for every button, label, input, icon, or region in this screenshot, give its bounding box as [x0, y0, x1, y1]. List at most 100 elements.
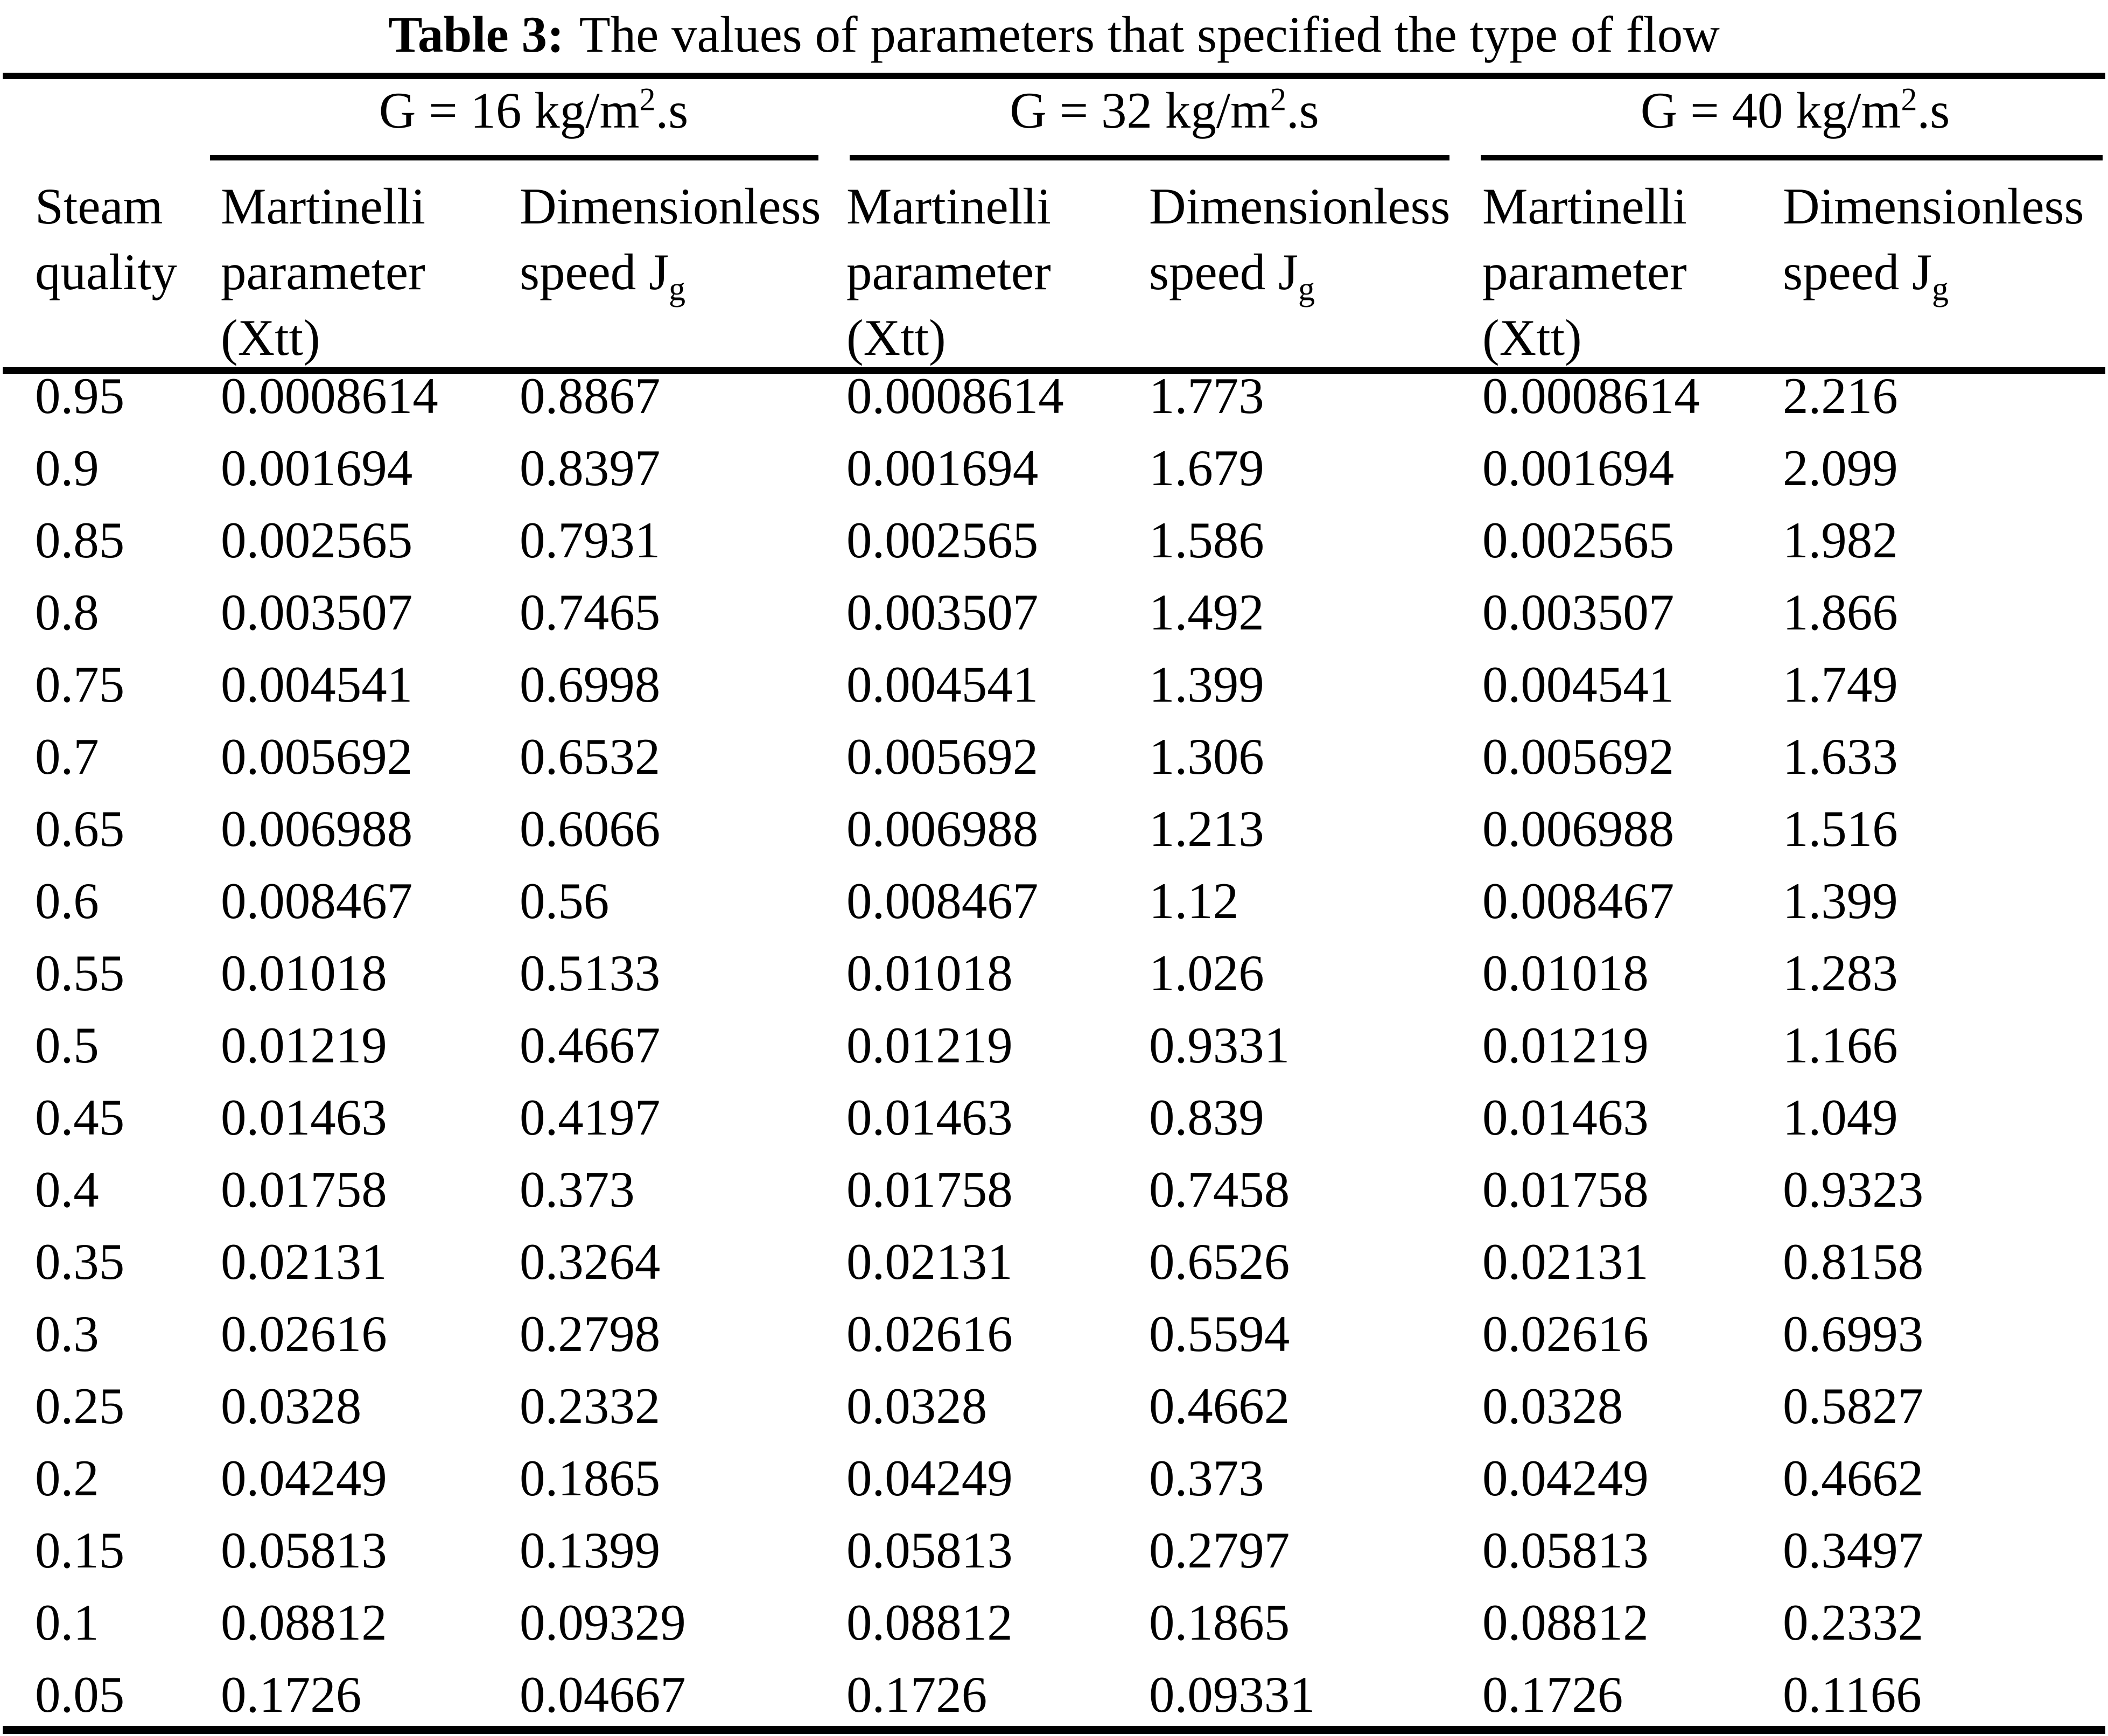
group-header-g40: G = 40 kg/m2.s — [1482, 81, 2108, 140]
xtt-value-g16: 0.01463 — [221, 1089, 387, 1146]
jg-value-g32: 1.399 — [1149, 656, 1264, 713]
xtt-value-g40: 0.001694 — [1482, 439, 1675, 496]
jg-value-g16: 0.7465 — [520, 584, 661, 641]
steam-quality-value: 0.9 — [35, 439, 99, 496]
xtt-value-g32: 0.001694 — [846, 439, 1039, 496]
steam-quality-value: 0.15 — [35, 1522, 125, 1579]
xtt-value-g32: 0.02616 — [846, 1305, 1013, 1362]
jg-value-g40: 1.749 — [1783, 656, 1898, 713]
group-underline-g32 — [850, 155, 1449, 160]
steam-quality-value: 0.2 — [35, 1450, 99, 1507]
jg-value-g16: 0.1399 — [520, 1522, 661, 1579]
jg-value-g16: 0.6532 — [520, 728, 661, 785]
xtt-value-g32: 0.005692 — [846, 728, 1039, 785]
xtt-value-g32: 0.003507 — [846, 584, 1039, 641]
xtt-value-g16: 0.0008614 — [221, 367, 438, 424]
xtt-value-g32: 0.006988 — [846, 800, 1039, 857]
jg-value-g16: 0.1865 — [520, 1450, 661, 1507]
steam-quality-value: 0.3 — [35, 1305, 99, 1362]
group-header-g32-text: G = 32 kg/m — [1010, 82, 1270, 139]
xtt-value-g32: 0.01219 — [846, 1017, 1013, 1074]
jg-value-g40: 2.099 — [1783, 439, 1898, 496]
xtt-value-g40: 0.02616 — [1482, 1305, 1649, 1362]
jg-value-g16: 0.7931 — [520, 512, 661, 569]
steam-quality-value: 0.6 — [35, 872, 99, 929]
jg-value-g40: 0.5827 — [1783, 1377, 1924, 1434]
steam-quality-value: 0.55 — [35, 944, 125, 1002]
steam-quality-value: 0.85 — [35, 512, 125, 569]
xtt-value-g40: 0.04249 — [1482, 1450, 1649, 1507]
group-header-g40-suffix: .s — [1917, 82, 1950, 139]
group-header-g16-suffix: .s — [655, 82, 689, 139]
jg-value-g16: 0.8397 — [520, 439, 661, 496]
column-header-dimensionless-g32-text: Dimensionless speed J — [1149, 178, 1451, 300]
xtt-value-g40: 0.02131 — [1482, 1233, 1649, 1290]
xtt-value-g32: 0.0008614 — [846, 367, 1064, 424]
xtt-value-g40: 0.005692 — [1482, 728, 1675, 785]
jg-value-g40: 1.516 — [1783, 800, 1898, 857]
table-caption: Table 3: The values of parameters that sp… — [0, 2, 2108, 67]
xtt-value-g40: 0.05813 — [1482, 1522, 1649, 1579]
column-header-martinelli-g16: Martinelli parameter (Xtt) — [221, 178, 425, 366]
column-header-dimensionless-g16-sub: g — [669, 271, 686, 307]
xtt-value-g40: 0.003507 — [1482, 584, 1675, 641]
xtt-value-g40: 0.006988 — [1482, 800, 1675, 857]
column-header-dimensionless-g32-sub: g — [1298, 271, 1315, 307]
xtt-value-g16: 0.08812 — [221, 1594, 387, 1651]
xtt-value-g32: 0.004541 — [846, 656, 1039, 713]
jg-value-g16: 0.09329 — [520, 1594, 686, 1651]
xtt-value-g16: 0.008467 — [221, 872, 413, 929]
group-header-g16: G = 16 kg/m2.s — [221, 81, 846, 140]
jg-value-g16: 0.2332 — [520, 1377, 661, 1434]
jg-value-g16: 0.2798 — [520, 1305, 661, 1362]
steam-quality-value: 0.25 — [35, 1377, 125, 1434]
jg-value-g40: 0.9323 — [1783, 1161, 1924, 1218]
jg-value-g32: 1.773 — [1149, 367, 1264, 424]
jg-value-g40: 0.6993 — [1783, 1305, 1924, 1362]
xtt-value-g16: 0.001694 — [221, 439, 413, 496]
steam-quality-value: 0.05 — [35, 1666, 125, 1723]
xtt-value-g40: 0.08812 — [1482, 1594, 1649, 1651]
xtt-value-g16: 0.05813 — [221, 1522, 387, 1579]
xtt-value-g16: 0.003507 — [221, 584, 413, 641]
xtt-value-g16: 0.01758 — [221, 1161, 387, 1218]
jg-value-g40: 0.3497 — [1783, 1522, 1924, 1579]
group-header-g32-sup: 2 — [1270, 81, 1286, 117]
xtt-value-g40: 0.008467 — [1482, 872, 1675, 929]
jg-value-g32: 1.306 — [1149, 728, 1264, 785]
xtt-value-g16: 0.1726 — [221, 1666, 362, 1723]
group-header-g40-text: G = 40 kg/m — [1640, 82, 1901, 139]
table-top-rule — [3, 73, 2105, 79]
xtt-value-g40: 0.01463 — [1482, 1089, 1649, 1146]
column-header-dimensionless-g40-text: Dimensionless speed J — [1783, 178, 2084, 300]
jg-value-g16: 0.4197 — [520, 1089, 661, 1146]
column-header-martinelli-g40: Martinelli parameter (Xtt) — [1482, 178, 1687, 366]
table-bottom-rule — [3, 1726, 2105, 1734]
group-underline-g16 — [210, 155, 818, 160]
jg-value-g40: 0.8158 — [1783, 1233, 1924, 1290]
xtt-value-g16: 0.006988 — [221, 800, 413, 857]
xtt-value-g40: 0.01018 — [1482, 944, 1649, 1002]
jg-value-g16: 0.4667 — [520, 1017, 661, 1074]
xtt-value-g16: 0.01219 — [221, 1017, 387, 1074]
jg-value-g32: 0.09331 — [1149, 1666, 1315, 1723]
jg-value-g16: 0.8867 — [520, 367, 661, 424]
steam-quality-value: 0.5 — [35, 1017, 99, 1074]
xtt-value-g16: 0.005692 — [221, 728, 413, 785]
jg-value-g32: 0.9331 — [1149, 1017, 1290, 1074]
jg-value-g16: 0.04667 — [520, 1666, 686, 1723]
xtt-value-g16: 0.0328 — [221, 1377, 362, 1434]
xtt-value-g40: 0.01758 — [1482, 1161, 1649, 1218]
jg-value-g32: 1.12 — [1149, 872, 1239, 929]
jg-value-g40: 1.166 — [1783, 1017, 1898, 1074]
xtt-value-g16: 0.002565 — [221, 512, 413, 569]
jg-value-g16: 0.6998 — [520, 656, 661, 713]
xtt-value-g32: 0.002565 — [846, 512, 1039, 569]
xtt-value-g32: 0.02131 — [846, 1233, 1013, 1290]
jg-value-g32: 1.026 — [1149, 944, 1264, 1002]
table-body: 0.95 0.0008614 0.8867 0.0008614 1.773 0.00086… — [35, 360, 2108, 1731]
xtt-value-g16: 0.04249 — [221, 1450, 387, 1507]
xtt-value-g40: 0.004541 — [1482, 656, 1675, 713]
xtt-value-g40: 0.01219 — [1482, 1017, 1649, 1074]
group-header-row: G = 16 kg/m2.s G = 32 kg/m2 .s G = 40 kg/… — [35, 81, 2108, 140]
